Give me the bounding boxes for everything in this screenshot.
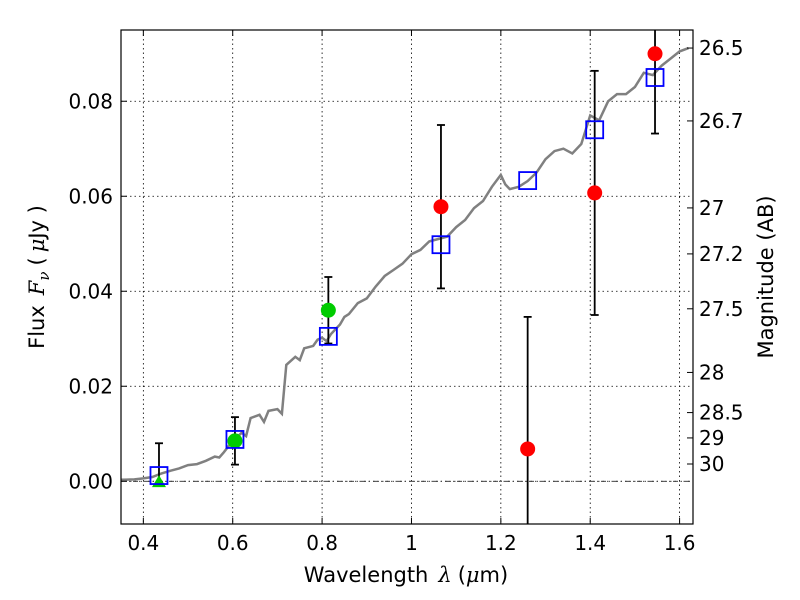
y2-tick-label: 30	[699, 452, 724, 476]
plot-area	[121, 30, 693, 524]
model-square-point	[225, 430, 245, 449]
ticks: 0.4 0.6 0.8 1 1.2 1.4 1.6 0.00 0.02 0.04 0.06 0.08 2…	[68, 30, 744, 555]
y2-tick-label: 26.7	[699, 109, 744, 133]
model-square-point	[149, 466, 169, 485]
observed-red-point	[587, 185, 603, 201]
observed-red-point	[433, 199, 449, 215]
x-tick-label: 0.8	[306, 531, 338, 555]
x-tick-label: 0.4	[127, 531, 159, 555]
observed-green-point	[227, 433, 243, 449]
model-square-point	[585, 120, 605, 140]
x-tick-label: 1	[405, 531, 418, 555]
x-tick-label: 1.2	[485, 531, 517, 555]
model-square-point	[518, 171, 538, 190]
x-tick-label: 0.6	[217, 531, 249, 555]
y-tick-label: 0.00	[68, 469, 113, 493]
y-axis-label: FluxFν(μJy )	[25, 205, 53, 349]
x-tick-label: 1.6	[664, 531, 696, 555]
model-square-point	[645, 68, 665, 87]
y2-tick-label: 28	[699, 360, 724, 384]
y2-tick-label: 27.2	[699, 242, 744, 266]
y2-tick-label: 26.5	[699, 36, 744, 60]
model-spectrum-line	[121, 46, 689, 482]
y-tick-label: 0.08	[68, 89, 113, 113]
y-tick-label: 0.04	[68, 279, 113, 303]
y2-tick-label: 29	[699, 426, 724, 450]
observed-green-point	[320, 302, 336, 318]
model-square-point	[431, 235, 451, 255]
y-tick-label: 0.02	[68, 374, 113, 398]
x-axis-label: Wavelength λ (μm)	[304, 563, 508, 587]
y2-axis-label: Magnitude (AB)	[754, 195, 778, 358]
y-tick-label: 0.06	[68, 184, 113, 208]
plot-frame	[120, 29, 694, 525]
y2-tick-label: 28.5	[699, 401, 744, 425]
grid	[121, 30, 693, 524]
y2-tick-label: 27	[699, 196, 724, 220]
x-tick-label: 1.4	[574, 531, 606, 555]
y2-tick-label: 27.5	[699, 297, 744, 321]
observed-red-point	[647, 46, 663, 62]
observed-red-point	[520, 441, 536, 457]
model-square-point	[318, 326, 338, 346]
